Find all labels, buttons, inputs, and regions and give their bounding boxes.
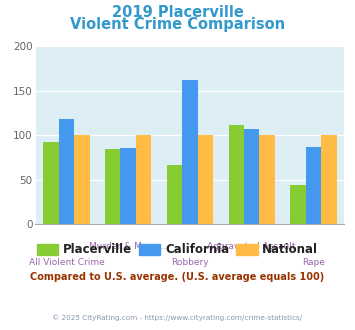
Bar (120, 148, 136, 224)
Text: Robbery: Robbery (171, 258, 209, 267)
Bar (43, 142, 59, 224)
Text: 2019 Placerville: 2019 Placerville (111, 5, 244, 20)
Bar (321, 135, 337, 224)
Bar (260, 135, 275, 224)
Bar (167, 165, 182, 224)
Text: Murder & Mans...: Murder & Mans... (89, 242, 167, 251)
Bar (198, 135, 213, 224)
Text: Rape: Rape (302, 258, 325, 267)
Text: © 2025 CityRating.com - https://www.cityrating.com/crime-statistics/: © 2025 CityRating.com - https://www.city… (53, 314, 302, 321)
Bar (74, 135, 89, 224)
Bar (136, 135, 151, 224)
Bar (105, 148, 120, 224)
Text: Violent Crime Comparison: Violent Crime Comparison (70, 16, 285, 31)
Bar (182, 80, 198, 224)
Bar (290, 185, 306, 224)
Bar (244, 129, 260, 224)
Text: Compared to U.S. average. (U.S. average equals 100): Compared to U.S. average. (U.S. average … (31, 272, 324, 282)
Legend: Placerville, California, National: Placerville, California, National (32, 239, 323, 261)
Bar (59, 119, 74, 224)
Text: All Violent Crime: All Violent Crime (28, 258, 104, 267)
Bar (229, 125, 244, 224)
Bar (306, 147, 321, 224)
Text: Aggravated Assault: Aggravated Assault (207, 242, 296, 251)
